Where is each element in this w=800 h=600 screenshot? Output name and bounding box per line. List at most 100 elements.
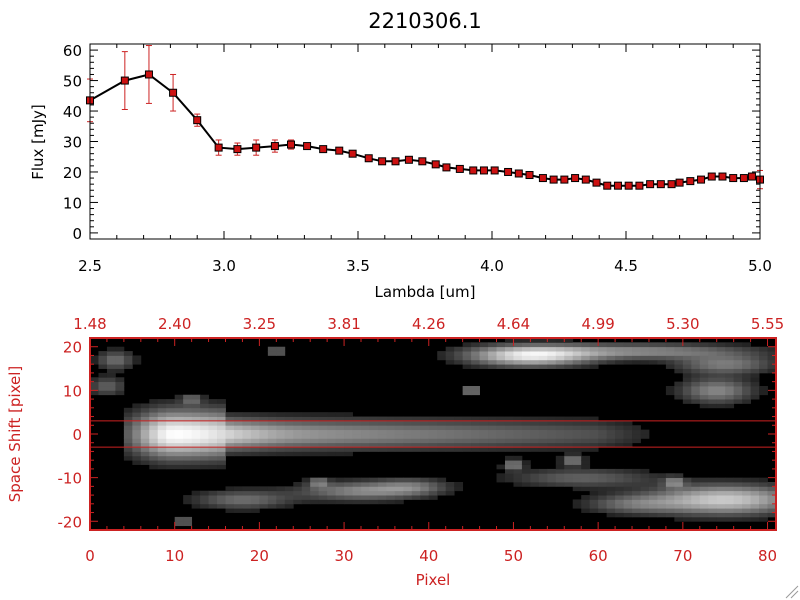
image-pixel	[513, 416, 523, 422]
image-pixel	[174, 447, 184, 452]
image-pixel	[98, 372, 108, 378]
image-pixel	[479, 434, 489, 439]
image-pixel	[293, 425, 303, 431]
image-pixel	[394, 490, 404, 496]
image-pixel	[691, 364, 701, 369]
image-pixel	[191, 442, 201, 448]
image-pixel	[606, 351, 616, 356]
image-pixel	[606, 477, 616, 483]
image-pixel	[471, 434, 480, 439]
image-pixel	[530, 420, 540, 426]
image-pixel	[445, 351, 455, 356]
image-pixel	[581, 447, 591, 452]
image-pixel	[115, 386, 125, 391]
image-pixel	[598, 346, 608, 352]
image-pixel	[708, 394, 718, 400]
image-pixel	[428, 442, 438, 448]
image-pixel	[157, 460, 167, 465]
image-pixel	[208, 499, 218, 505]
image-pixel	[225, 486, 235, 492]
image-pixel	[479, 416, 489, 422]
image-pixel	[191, 495, 201, 500]
image-pixel	[716, 486, 726, 492]
image-pixel	[665, 364, 675, 369]
image-pixel	[310, 477, 320, 483]
image-pixel	[140, 451, 150, 457]
image-pixel	[208, 429, 218, 435]
image-pixel	[725, 351, 735, 356]
image-pixel	[361, 486, 370, 492]
image-pixel	[488, 420, 497, 426]
image-pixel	[140, 425, 150, 431]
image-pixel	[208, 412, 218, 417]
image-pixel	[538, 482, 548, 487]
image-pixel	[276, 490, 286, 496]
image-pixel	[530, 434, 540, 439]
image-pixel	[318, 416, 328, 422]
image-pixel	[276, 447, 286, 452]
image-pixel	[691, 355, 701, 361]
image-pixel	[615, 351, 624, 356]
image-pixel	[344, 477, 353, 483]
image-pixel	[437, 420, 447, 426]
image-pixel	[555, 473, 565, 479]
image-pixel	[665, 482, 675, 487]
image-pixel	[547, 425, 557, 431]
image-pixel	[420, 425, 430, 431]
image-pixel	[589, 442, 599, 448]
image-pixel	[496, 425, 506, 431]
image-pixel	[733, 508, 743, 513]
image-pixel	[657, 495, 667, 500]
image-pixel	[149, 464, 159, 470]
image-pixel	[699, 477, 709, 483]
image-pixel	[615, 429, 624, 435]
image-pixel	[513, 442, 523, 448]
image-pixel	[174, 451, 184, 457]
image-pixel	[572, 438, 582, 444]
data-point	[581, 175, 590, 184]
image-pixel	[293, 490, 303, 496]
image-pixel	[174, 420, 184, 426]
image-pixel	[640, 477, 650, 483]
image-pixel	[267, 499, 277, 505]
data-point	[739, 174, 748, 183]
resize-grip-icon[interactable]	[785, 585, 799, 599]
image-pixel	[191, 455, 201, 461]
image-pixel	[437, 447, 447, 452]
image-pixel	[725, 359, 735, 365]
image-pixel	[233, 442, 243, 448]
image-pixel	[420, 495, 430, 500]
image-pixel	[759, 390, 768, 396]
image-pixel	[759, 490, 768, 496]
image-pixel	[437, 442, 447, 448]
image-pixel	[699, 499, 709, 505]
image-pixel	[648, 490, 658, 496]
image-pixel	[293, 416, 303, 422]
image-pixel	[191, 434, 201, 439]
image-pixel	[217, 429, 226, 435]
image-pixel	[555, 434, 565, 439]
image-pixel	[598, 477, 608, 483]
image-pixel	[572, 503, 582, 509]
image-pixel	[377, 477, 387, 483]
image-pixel	[250, 451, 260, 457]
image-pixel	[335, 425, 345, 431]
image-pixel	[725, 477, 735, 483]
image-pixel	[344, 486, 353, 492]
image-pixel	[555, 477, 565, 483]
image-x-tick-label: 70	[673, 547, 692, 565]
image-pixel	[191, 464, 201, 470]
image-pixel	[386, 447, 396, 452]
image-pixel	[716, 403, 726, 409]
image-pixel	[547, 355, 557, 361]
image-pixel	[200, 434, 209, 439]
image-pixel	[403, 442, 413, 448]
image-y-tick-label: 0	[72, 426, 82, 444]
image-pixel	[521, 351, 531, 356]
image-pixel	[276, 351, 286, 356]
image-pixel	[615, 355, 624, 361]
image-pixel	[564, 438, 574, 444]
y-tick-label: 30	[63, 134, 82, 152]
image-pixel	[555, 442, 565, 448]
image-pixel	[640, 346, 650, 352]
